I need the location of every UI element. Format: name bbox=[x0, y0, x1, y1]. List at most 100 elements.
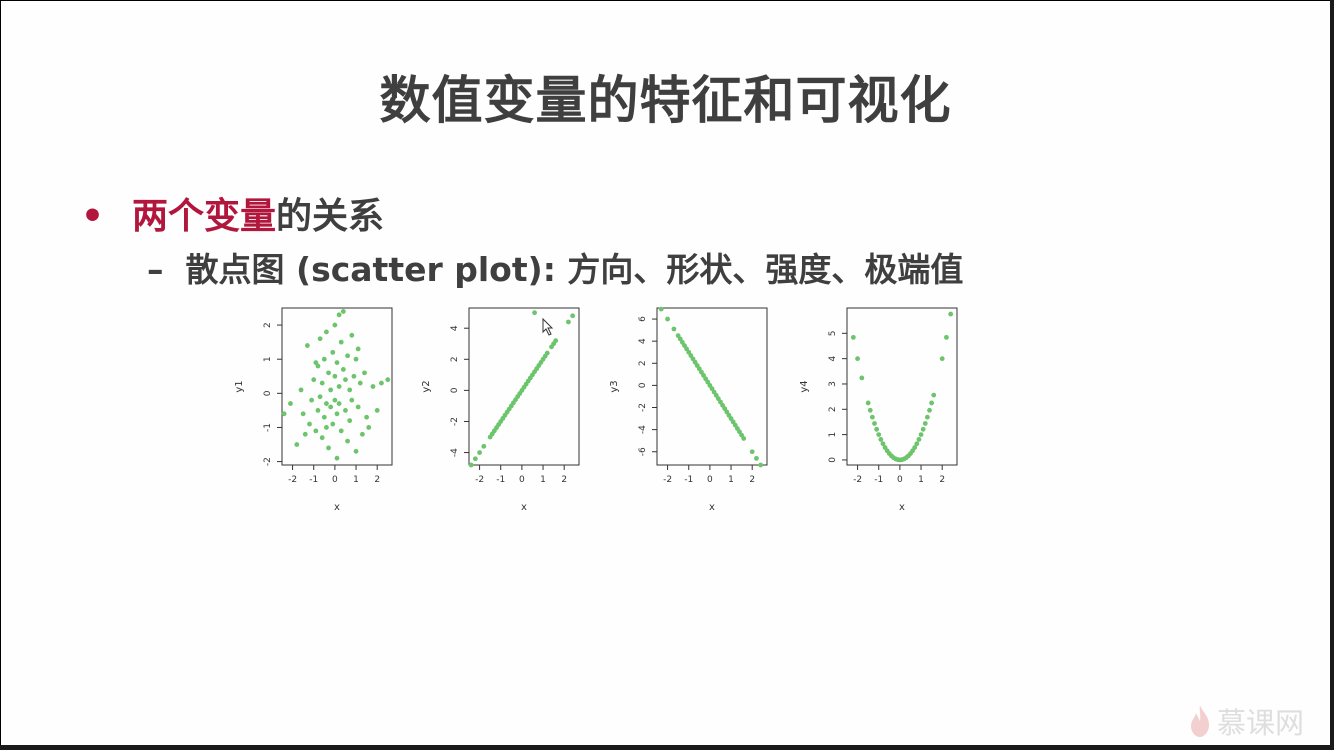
bullet-item: • 两个变量的关系 bbox=[81, 187, 384, 239]
scatter-point bbox=[922, 421, 928, 426]
scatter-point bbox=[876, 432, 882, 438]
scatter-point bbox=[334, 411, 340, 417]
plot-frame bbox=[468, 307, 580, 466]
scatter-point bbox=[850, 334, 856, 340]
watermark: 慕课网 bbox=[1187, 699, 1304, 743]
scatter-point bbox=[374, 407, 380, 413]
scatter-point bbox=[349, 397, 355, 403]
scatter-point bbox=[300, 411, 306, 417]
scatter-point bbox=[741, 436, 747, 441]
sub-bullet-dash: – bbox=[147, 250, 164, 289]
y-axis-label: y4 bbox=[799, 380, 810, 392]
x-tick-label: -2 bbox=[475, 475, 484, 485]
scatter-point bbox=[343, 407, 348, 413]
y-tick-label: 0 bbox=[828, 457, 838, 463]
scatter-point bbox=[370, 384, 376, 389]
scatter-point bbox=[939, 356, 945, 362]
scatter-point bbox=[355, 346, 361, 352]
scatter-point bbox=[334, 455, 340, 461]
scatter-point bbox=[914, 441, 920, 447]
scatter-point bbox=[326, 370, 331, 376]
scatter-point bbox=[324, 425, 329, 430]
y-tick-label: 2 bbox=[828, 406, 838, 412]
scatter-point bbox=[336, 401, 342, 406]
y-tick-label: -1 bbox=[263, 423, 273, 432]
bullet-dot-icon: • bbox=[81, 196, 105, 237]
scatter-panel-3: -2 -1 0 1 2 -6 -4 -2 0 2 4 6 x y3 bbox=[609, 306, 768, 513]
x-tick-label: 1 bbox=[540, 475, 546, 485]
scatter-point bbox=[353, 448, 359, 454]
y-tick-label: 6 bbox=[638, 316, 648, 322]
y-tick-label: -2 bbox=[263, 457, 273, 466]
scatter-point bbox=[336, 312, 342, 318]
x-tick-label: -1 bbox=[684, 475, 693, 485]
scatter-point bbox=[336, 384, 342, 389]
scatter-point bbox=[364, 414, 370, 420]
mouse-cursor-icon bbox=[542, 317, 554, 336]
scatter-point bbox=[332, 397, 338, 403]
scatter-point bbox=[345, 353, 350, 359]
y-tick-label: 0 bbox=[638, 382, 648, 388]
scatter-point bbox=[869, 414, 875, 420]
y-axis-label: y3 bbox=[609, 380, 620, 392]
scatter-point bbox=[304, 343, 310, 348]
scatter-point bbox=[931, 392, 937, 398]
scatter-point bbox=[872, 421, 877, 426]
x-tick-label: 2 bbox=[939, 475, 945, 485]
y-tick-label: 4 bbox=[638, 338, 648, 344]
y-tick-label: 5 bbox=[828, 330, 838, 336]
x-tick-label: -2 bbox=[853, 475, 862, 485]
sub-bullet-text: 散点图 (scatter plot): 方向、形状、强度、极端值 bbox=[185, 250, 964, 289]
scatter-point bbox=[362, 370, 367, 376]
scatter-point bbox=[920, 426, 926, 432]
x-tick-label: -1 bbox=[309, 475, 318, 485]
bullet-highlight: 两个变量 bbox=[132, 196, 277, 237]
x-tick-label: -2 bbox=[663, 475, 672, 485]
window-edge-right bbox=[1330, 0, 1334, 750]
plot-frame bbox=[281, 307, 393, 466]
y-tick-label: -2 bbox=[450, 417, 460, 426]
flame-icon bbox=[1191, 705, 1209, 737]
scatter-point bbox=[948, 311, 954, 317]
watermark-text: 慕课网 bbox=[1217, 706, 1305, 740]
scatter-point bbox=[658, 306, 664, 312]
x-tick-label: 1 bbox=[353, 475, 359, 485]
x-tick-label: 1 bbox=[918, 475, 924, 485]
scatter-point bbox=[326, 445, 331, 451]
y-tick-label: 4 bbox=[450, 325, 460, 331]
scatter-point bbox=[347, 387, 353, 393]
plot-frame bbox=[846, 307, 958, 466]
y-tick-label: 0 bbox=[263, 390, 273, 396]
scatter-point bbox=[340, 309, 346, 314]
scatter-point bbox=[912, 445, 918, 450]
scatter-point bbox=[319, 435, 325, 441]
scatter-point bbox=[544, 350, 550, 356]
scatter-point bbox=[338, 339, 344, 345]
x-tick-label: 2 bbox=[374, 475, 380, 485]
scatter-point bbox=[315, 407, 321, 413]
scatter-point bbox=[859, 375, 865, 381]
scatter-point bbox=[855, 356, 860, 362]
y-axis-label: y2 bbox=[421, 380, 432, 392]
scatter-point bbox=[313, 428, 319, 434]
scatter-point bbox=[334, 360, 340, 366]
scatter-point bbox=[349, 332, 355, 338]
x-tick-label: 0 bbox=[332, 475, 338, 485]
scatter-point bbox=[330, 349, 336, 355]
scatter-point bbox=[477, 450, 482, 455]
y-tick-label: -4 bbox=[638, 425, 648, 434]
window-edge-bottom bbox=[0, 745, 1334, 750]
y-axis-label: y1 bbox=[234, 380, 245, 392]
scatter-point bbox=[347, 418, 353, 424]
scatter-point bbox=[324, 329, 329, 335]
x-tick-label: 2 bbox=[561, 475, 567, 485]
scatter-point bbox=[328, 387, 334, 393]
scatter-point bbox=[472, 456, 478, 462]
scatter-point bbox=[749, 449, 755, 455]
y-tick-label: -6 bbox=[638, 447, 648, 456]
scatter-point bbox=[338, 428, 344, 434]
x-tick-label: 1 bbox=[728, 475, 734, 485]
scatter-point bbox=[298, 387, 304, 393]
